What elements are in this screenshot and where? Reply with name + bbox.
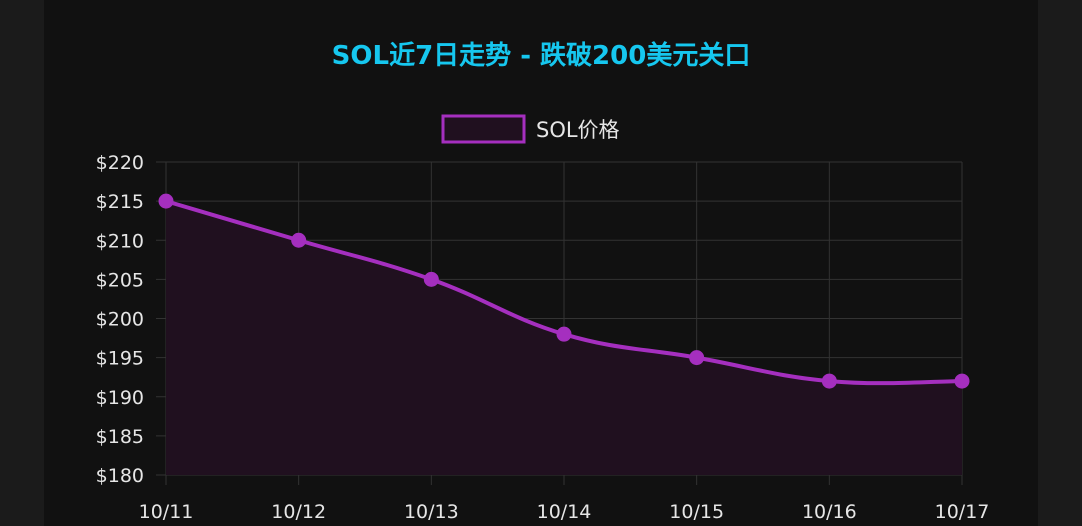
x-tick-label: 10/17 — [935, 501, 990, 523]
y-tick-label: $190 — [96, 387, 144, 409]
data-point — [821, 373, 837, 389]
y-tick-label: $210 — [96, 230, 144, 252]
y-tick-label: $220 — [96, 152, 144, 174]
data-point — [689, 350, 705, 366]
x-tick-label: 10/13 — [404, 501, 459, 523]
y-tick-label: $185 — [96, 426, 144, 448]
y-tick-label: $205 — [96, 269, 144, 291]
y-tick-label: $215 — [96, 191, 144, 213]
legend-label: SOL价格 — [536, 118, 620, 142]
y-tick-label: $200 — [96, 309, 144, 331]
data-point — [158, 193, 174, 209]
y-tick-label: $180 — [96, 465, 144, 487]
x-tick-label: 10/16 — [802, 501, 857, 523]
x-tick-label: 10/14 — [537, 501, 592, 523]
data-points — [158, 193, 970, 389]
legend: SOL价格 — [441, 114, 620, 144]
y-axis-ticks: $180 $185 $190 $195 $200 $205 $210 $215 $220 — [96, 152, 144, 487]
x-tick-label: 10/11 — [139, 501, 194, 523]
chart-title: SOL近7日走势 - 跌破200美元关口 — [332, 40, 751, 71]
x-tick-label: 10/15 — [669, 501, 724, 523]
x-tick-label: 10/12 — [271, 501, 326, 523]
data-point — [954, 373, 970, 389]
data-point — [291, 232, 307, 248]
y-tick-label: $195 — [96, 348, 144, 370]
x-axis-ticks: 10/11 10/12 10/13 10/14 10/15 10/16 10/17 — [139, 501, 990, 523]
data-point — [556, 326, 572, 342]
legend-swatch — [441, 114, 526, 144]
data-point — [423, 271, 439, 287]
